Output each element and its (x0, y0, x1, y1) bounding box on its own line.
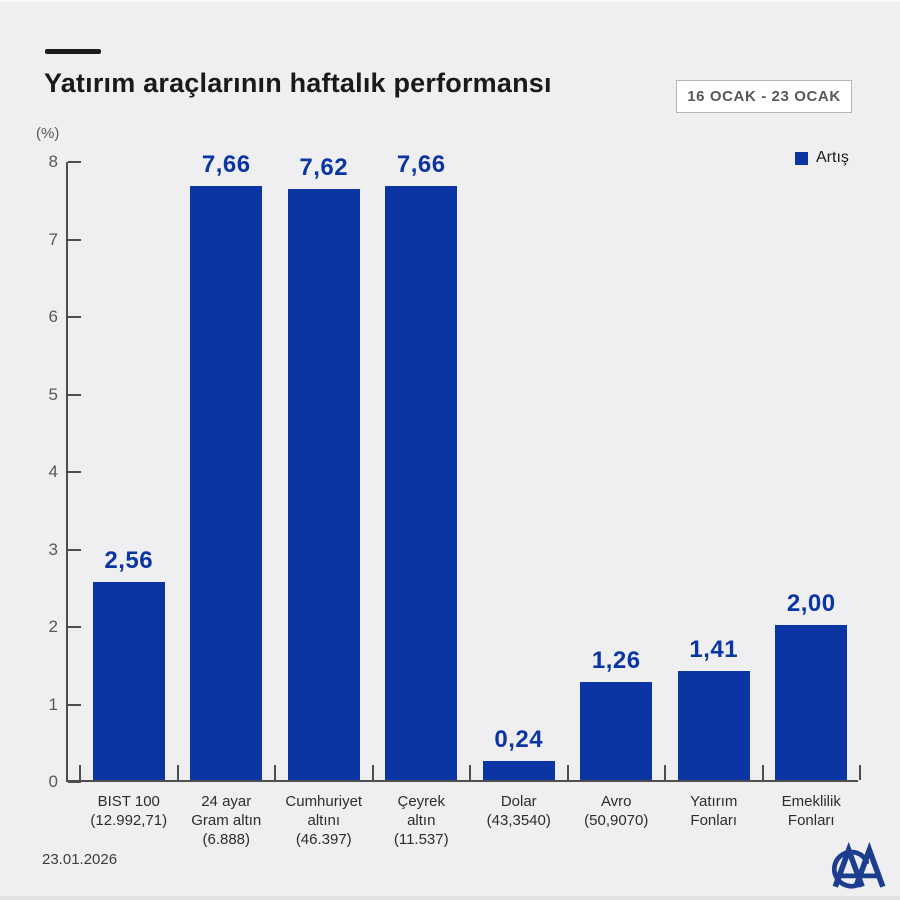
bar-value: 7,66 (396, 151, 446, 179)
cat-label: Avro (50,9070) (584, 793, 649, 830)
x-tick (176, 765, 179, 780)
y-tick-label: 2 (48, 617, 58, 636)
bar-value: 1,41 (689, 635, 739, 663)
bottom-edge-strip (0, 896, 900, 900)
x-tick (79, 765, 81, 780)
anadolu-agency-logo-icon (831, 841, 886, 889)
y-tick-label: 3 (48, 539, 58, 559)
bar (92, 581, 165, 780)
y-tick (68, 161, 81, 163)
cat-label: BIST 100 (12.992,71) (90, 793, 168, 830)
y-tick (68, 316, 81, 318)
x-tick (664, 765, 666, 780)
legend-artis-label: Artış (816, 149, 849, 166)
y-tick-label: 7 (48, 229, 58, 249)
bar (385, 186, 458, 780)
bar-value: 1,26 (591, 647, 641, 675)
x-tick (274, 765, 276, 780)
y-tick-label: 0 (48, 772, 58, 791)
bar (775, 625, 848, 780)
legend-artis-swatch-icon (795, 151, 808, 165)
y-tick (68, 626, 81, 628)
x-tick (469, 765, 471, 780)
title-dash (45, 49, 101, 54)
cat-label: Cumhuriyet altını (46.397) (285, 793, 363, 849)
x-tick (371, 765, 374, 780)
plot-area: 0 1 2 3 4 5 6 7 8 2,56 BIST 100 (12.992,71) 7,66 24 … (49, 151, 861, 848)
y-tick (68, 703, 81, 706)
date-range-badge: 16 OCAK - 23 OCAK (676, 80, 852, 113)
x-tick (566, 765, 569, 780)
page-title: Yatırım araçlarının haftalık performansı (44, 68, 552, 98)
cat-label: Yatırım Fonları (690, 793, 738, 830)
date-range-text: 16 OCAK - 23 OCAK (687, 88, 841, 105)
bar-value: 0,24 (494, 726, 544, 754)
footer-date: 23.01.2026 (42, 851, 118, 868)
bar-value: 7,66 (201, 151, 251, 179)
x-tick (859, 765, 861, 780)
bar (287, 189, 360, 780)
cat-label: Çeyrek altın (11.537) (393, 793, 449, 849)
cat-label: 24 ayar Gram altın (6.888) (191, 793, 262, 849)
bar (190, 186, 263, 780)
bar-value: 2,00 (786, 590, 836, 617)
y-axis-unit-label: (%) (36, 125, 60, 142)
y-tick-label: 5 (48, 384, 58, 404)
cat-label: Emeklilik Fonları (781, 793, 841, 830)
chart-legend: Artış (795, 149, 849, 167)
bar-value: 2,56 (104, 546, 154, 574)
y-tick-label: 1 (48, 694, 58, 714)
bar (580, 682, 653, 780)
bar-value: 7,62 (299, 154, 349, 182)
y-tick-label: 6 (48, 307, 58, 326)
y-tick (68, 393, 81, 396)
y-tick-label: 4 (48, 462, 58, 481)
bar (482, 761, 555, 780)
y-tick (68, 548, 81, 551)
x-tick (761, 765, 764, 780)
cat-label: Dolar (43,3540) (486, 793, 551, 830)
y-tick (68, 471, 81, 473)
y-tick (68, 781, 81, 783)
y-tick-label: 8 (48, 152, 58, 171)
y-tick (68, 238, 81, 241)
bar (677, 670, 750, 780)
